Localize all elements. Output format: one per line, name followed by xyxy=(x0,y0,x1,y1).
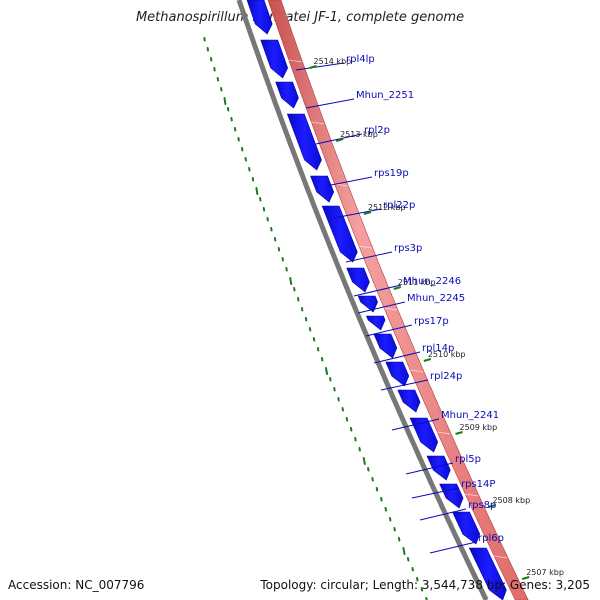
gene-label[interactable]: rps8p xyxy=(468,500,496,511)
reverse-gene-boundary xyxy=(288,59,302,63)
forward-gene-arrow[interactable] xyxy=(260,39,288,79)
forward-gene-arrow[interactable] xyxy=(373,333,398,359)
forward-gene-arrow[interactable] xyxy=(286,113,322,171)
forward-gene-arrow[interactable] xyxy=(357,295,378,313)
forward-gene-arrow[interactable] xyxy=(397,389,421,413)
gene-leader-line xyxy=(429,541,477,554)
forward-gene-arrow[interactable] xyxy=(310,175,335,203)
scale-tick xyxy=(423,358,432,362)
gene-label[interactable]: rpl14p xyxy=(422,343,454,354)
gene-leader-line xyxy=(419,508,467,521)
gene-label[interactable]: rpl4lp xyxy=(346,54,375,65)
gene-label[interactable]: rps14P xyxy=(461,479,495,490)
gene-label[interactable]: rpl24p xyxy=(430,371,462,382)
gene-label[interactable]: rps17p xyxy=(414,316,449,327)
forward-gene-arrow[interactable] xyxy=(385,361,410,387)
forward-gene-arrow[interactable] xyxy=(346,267,370,293)
forward-gene-arrow[interactable] xyxy=(365,315,386,331)
gc-dot xyxy=(362,457,366,465)
gene-label[interactable]: Mhun_2245 xyxy=(407,293,465,304)
map-title: Methanospirillum hungatei JF-1, complete… xyxy=(135,10,465,25)
forward-gene-arrow[interactable] xyxy=(321,205,358,263)
gc-dot xyxy=(255,187,259,195)
scale-label: 2510 kbp xyxy=(428,350,466,359)
forward-gene-arrow[interactable] xyxy=(468,547,507,600)
gene-leader-line xyxy=(373,351,421,364)
gene-leader-line xyxy=(391,418,440,431)
scale-tick xyxy=(521,576,530,580)
scale-label: 2514 kbp xyxy=(314,57,352,66)
gene-label[interactable]: Mhun_2246 xyxy=(403,276,461,287)
gene-leader-line xyxy=(380,379,429,391)
scale-tick xyxy=(455,431,463,435)
scale-tick xyxy=(488,504,496,508)
topology-label: Topology: circular; Length: 3,544,738 bp… xyxy=(260,578,590,592)
gene-leader-line xyxy=(357,301,406,314)
gc-dot xyxy=(402,547,406,555)
gene-label[interactable]: rpl2p xyxy=(364,125,390,136)
forward-gene-arrow[interactable] xyxy=(439,483,464,509)
gene-leader-line xyxy=(325,176,373,187)
reverse-gene-boundary xyxy=(410,369,424,373)
gc-dot xyxy=(325,367,329,375)
gene-leader-line xyxy=(315,133,363,145)
gene-label[interactable]: rps3p xyxy=(394,243,422,254)
gene-leader-line xyxy=(405,462,454,475)
gene-label[interactable]: rps19p xyxy=(374,168,409,179)
accession-label: Accession: NC_007796 xyxy=(8,578,145,592)
forward-gene-arrow[interactable] xyxy=(452,511,481,545)
scale-tick xyxy=(335,138,344,142)
gene-leader-line xyxy=(333,208,382,219)
gene-label[interactable]: rpl22p xyxy=(383,200,415,211)
gc-dot xyxy=(289,277,293,285)
gene-leader-line xyxy=(295,62,345,71)
forward-gene-arrow[interactable] xyxy=(246,0,273,35)
scale-label: 2507 kbp xyxy=(526,568,564,577)
reverse-gene-boundary xyxy=(311,121,325,125)
gc-dot xyxy=(223,97,227,105)
forward-gene-arrow[interactable] xyxy=(409,417,439,453)
scale-tick xyxy=(363,211,372,215)
backbone xyxy=(236,0,489,600)
gene-label[interactable]: rpl5p xyxy=(455,454,481,465)
reverse-gene-boundary xyxy=(465,493,479,497)
reverse-gene-boundary xyxy=(384,307,398,311)
scale-label: 2508 kbp xyxy=(492,496,530,505)
scale-label: 2513 kbp xyxy=(340,130,378,139)
gene-label[interactable]: rpl6p xyxy=(478,533,504,544)
scale-label: 2512 kbp xyxy=(368,203,406,212)
scale-tick xyxy=(393,286,402,290)
gene-leader-line xyxy=(365,324,413,337)
gene-leader-line xyxy=(345,251,393,263)
scale-label: 2511 kbp xyxy=(398,278,436,287)
forward-gene-arrow[interactable] xyxy=(275,81,299,109)
scale-tick xyxy=(309,65,317,69)
gene-label[interactable]: Mhun_2251 xyxy=(356,90,414,101)
gene-leader-line xyxy=(411,487,460,499)
reverse-strand-band xyxy=(267,0,529,600)
reverse-gene-boundary xyxy=(494,555,508,559)
reverse-gene-boundary xyxy=(358,245,372,249)
gene-leader-line xyxy=(353,284,402,297)
scale-label: 2509 kbp xyxy=(460,423,498,432)
gene-label[interactable]: Mhun_2241 xyxy=(441,410,499,421)
gene-leader-line xyxy=(305,98,355,109)
reverse-gene-boundary xyxy=(437,431,451,435)
